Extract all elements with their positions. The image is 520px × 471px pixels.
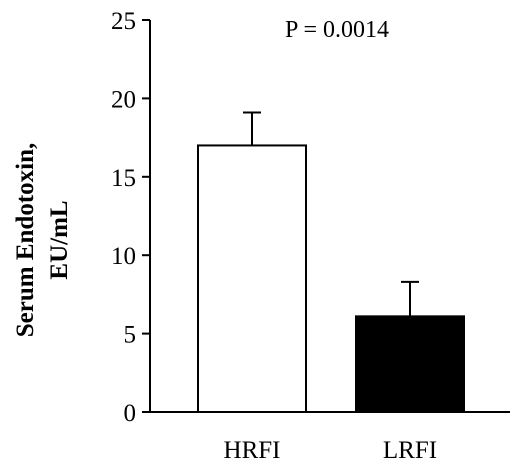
y-axis-title: Serum Endotoxin, EU/mL <box>12 143 73 337</box>
y-axis-ticks: 0 5 10 15 20 25 <box>111 8 150 427</box>
y-axis-title-line-2: EU/mL <box>46 200 73 279</box>
x-category-label: HRFI <box>224 437 281 464</box>
y-axis-title-line-1: Serum Endotoxin, <box>12 143 39 337</box>
y-tick-label: 10 <box>111 243 136 270</box>
x-category-label: LRFI <box>383 437 437 464</box>
y-tick-label: 25 <box>111 8 136 35</box>
x-axis-categories: HRFI LRFI <box>224 437 438 464</box>
bars <box>197 144 465 413</box>
y-tick-label: 15 <box>111 165 136 192</box>
y-tick-label: 5 <box>124 322 137 349</box>
y-tick-label: 20 <box>111 86 136 113</box>
y-tick-label: 0 <box>124 400 137 427</box>
p-value-annotation: P = 0.0014 <box>285 17 389 43</box>
bar-lrfi <box>355 315 465 413</box>
error-bars <box>243 111 419 317</box>
bar-hrfi <box>197 144 307 413</box>
